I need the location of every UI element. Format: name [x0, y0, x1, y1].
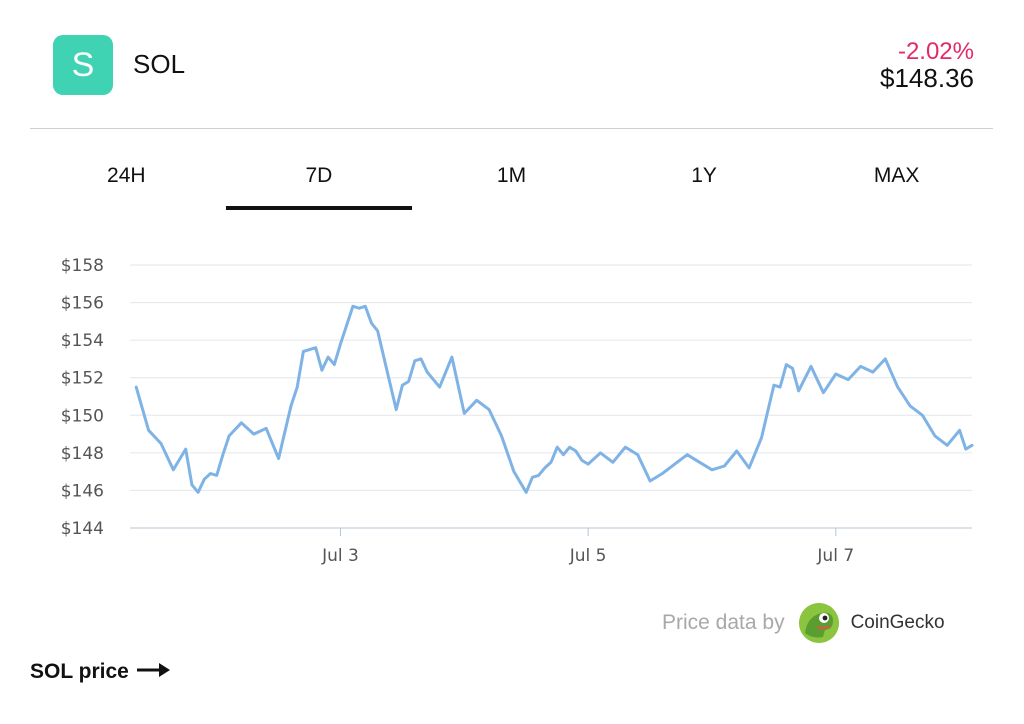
tab-24h[interactable]: 24H: [30, 150, 223, 210]
coin-logo-letter: S: [71, 45, 95, 84]
arrow-right-icon: [136, 660, 171, 684]
tab-1m[interactable]: 1M: [415, 150, 608, 210]
tab-1y[interactable]: 1Y: [608, 150, 801, 210]
tab-label: 7D: [305, 164, 333, 187]
y-tick-label: $146: [61, 481, 104, 501]
timeframe-tabs: 24H 7D 1M 1Y MAX: [30, 150, 993, 210]
x-tick-label: Jul 7: [816, 546, 854, 566]
y-tick-label: $154: [61, 331, 104, 351]
coin-symbol: SOL: [133, 49, 186, 79]
price-chart[interactable]: $144 $146 $148 $150 $152 $154 $156 $158 Jul 3 Jul…: [0, 240, 1024, 580]
price-attribution[interactable]: Price data by CoinGecko: [662, 603, 945, 643]
price-change-percent: -2.02%: [897, 38, 974, 65]
tab-7d[interactable]: 7D: [223, 150, 416, 210]
current-price: $148.36: [880, 63, 974, 93]
y-tick-label: $144: [61, 519, 104, 539]
header-divider: [30, 128, 993, 129]
sol-price-link[interactable]: SOL price: [30, 660, 171, 684]
sol-price-link-label: SOL price: [30, 660, 129, 683]
x-tick-label: Jul 3: [321, 546, 359, 566]
y-tick-label: $152: [61, 369, 104, 389]
price-series-line: [134, 304, 974, 494]
coingecko-gecko-icon: [798, 603, 839, 643]
y-tick-label: $150: [61, 406, 104, 426]
coin-logo-icon: S: [53, 35, 113, 95]
coingecko-brand: CoinGecko: [850, 612, 945, 633]
y-tick-label: $148: [61, 444, 104, 464]
x-tick-label: Jul 5: [569, 546, 607, 566]
tab-max[interactable]: MAX: [800, 150, 993, 210]
attribution-prefix: Price data by: [662, 611, 785, 634]
tab-label: 1M: [496, 164, 527, 187]
tab-label: 24H: [107, 164, 146, 187]
y-tick-label: $156: [61, 294, 104, 314]
tab-label: 1Y: [691, 164, 717, 187]
y-tick-label: $158: [61, 256, 104, 276]
tab-label: MAX: [873, 164, 920, 187]
